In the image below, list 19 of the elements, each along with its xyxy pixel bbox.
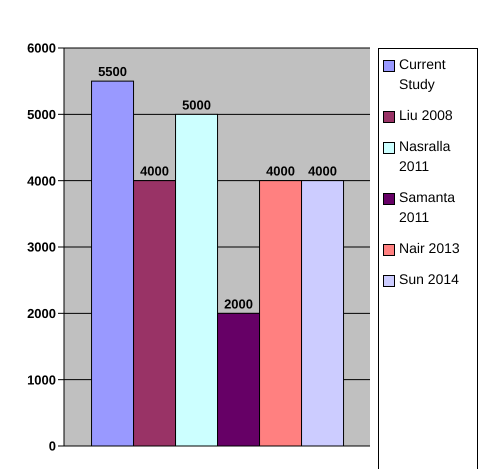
legend-label: Nasralla 2011 <box>399 137 452 176</box>
legend-label: Liu 2008 <box>399 106 454 125</box>
legend-label: Current Study <box>399 55 447 94</box>
data-label: 5500 <box>98 64 127 80</box>
y-tick-label: 2000 <box>27 306 56 321</box>
y-tick-label: 4000 <box>27 173 56 188</box>
data-label: 4000 <box>266 164 295 179</box>
y-tick-label: 5000 <box>27 106 56 122</box>
y-tick-label: 6000 <box>27 40 56 56</box>
y-tick-label: 3000 <box>27 240 56 255</box>
legend-label: Sun 2014 <box>399 270 460 289</box>
y-tick-label: 1000 <box>27 372 56 388</box>
data-label: 4000 <box>140 164 169 179</box>
legend-label: Samanta 2011 <box>399 188 456 227</box>
data-label: 5000 <box>182 97 211 112</box>
data-label: 2000 <box>224 296 253 312</box>
y-tick-label: 0 <box>48 438 56 454</box>
legend-label: Nair 2013 <box>399 239 461 258</box>
data-label: 4000 <box>308 164 337 179</box>
